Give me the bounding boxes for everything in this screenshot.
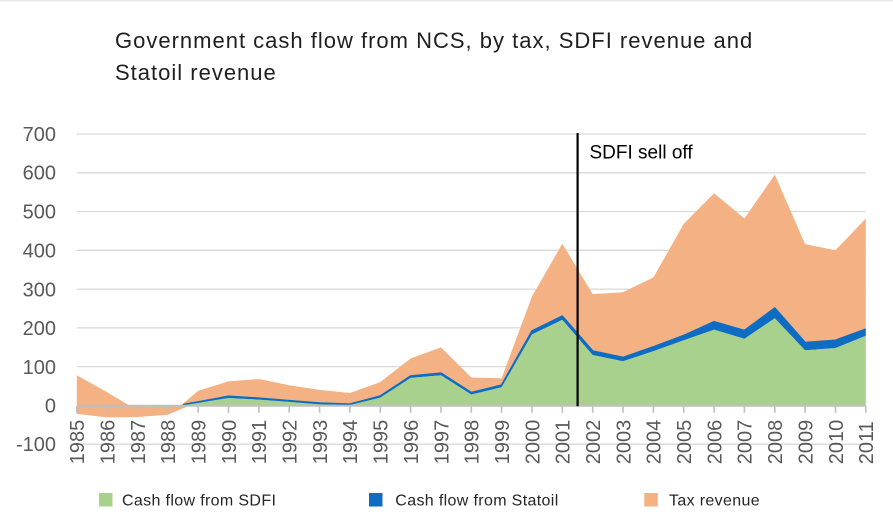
svg-text:300: 300 — [23, 279, 56, 301]
svg-text:1989: 1989 — [189, 420, 211, 465]
svg-text:1997: 1997 — [431, 420, 453, 465]
svg-text:2006: 2006 — [704, 420, 726, 465]
svg-text:1992: 1992 — [280, 420, 302, 465]
svg-text:2011: 2011 — [856, 421, 878, 464]
svg-text:Cash flow from SDFI: Cash flow from SDFI — [122, 493, 276, 510]
svg-text:1996: 1996 — [401, 420, 423, 465]
svg-text:Cash flow from Statoil: Cash flow from Statoil — [395, 493, 558, 510]
svg-text:2010: 2010 — [826, 420, 848, 465]
svg-text:1988: 1988 — [158, 420, 180, 465]
svg-text:400: 400 — [23, 241, 56, 263]
svg-text:2004: 2004 — [644, 420, 666, 465]
svg-text:1995: 1995 — [371, 420, 393, 465]
svg-text:SDFI sell off: SDFI sell off — [590, 142, 694, 163]
svg-text:2001: 2001 — [553, 420, 575, 465]
svg-text:600: 600 — [23, 163, 56, 185]
svg-text:2009: 2009 — [795, 420, 817, 465]
svg-text:700: 700 — [23, 124, 56, 146]
svg-text:1994: 1994 — [340, 420, 362, 465]
svg-text:1987: 1987 — [128, 420, 150, 465]
svg-text:1993: 1993 — [310, 420, 332, 465]
svg-text:0: 0 — [45, 395, 56, 417]
svg-text:200: 200 — [23, 318, 56, 340]
svg-text:2003: 2003 — [613, 420, 635, 465]
svg-text:Tax revenue: Tax revenue — [669, 493, 760, 510]
svg-text:1985: 1985 — [67, 420, 89, 465]
svg-text:1998: 1998 — [462, 420, 484, 465]
svg-text:1986: 1986 — [97, 420, 119, 465]
svg-text:100: 100 — [23, 357, 56, 379]
svg-text:1999: 1999 — [492, 420, 514, 465]
svg-text:2002: 2002 — [583, 420, 605, 465]
svg-text:1990: 1990 — [219, 420, 241, 465]
svg-text:2007: 2007 — [735, 420, 757, 465]
svg-text:1991: 1991 — [249, 420, 271, 465]
svg-text:2008: 2008 — [765, 420, 787, 465]
svg-text:2005: 2005 — [674, 420, 696, 465]
svg-text:-100: -100 — [16, 434, 56, 456]
svg-text:500: 500 — [23, 202, 56, 224]
svg-text:2000: 2000 — [522, 420, 544, 465]
